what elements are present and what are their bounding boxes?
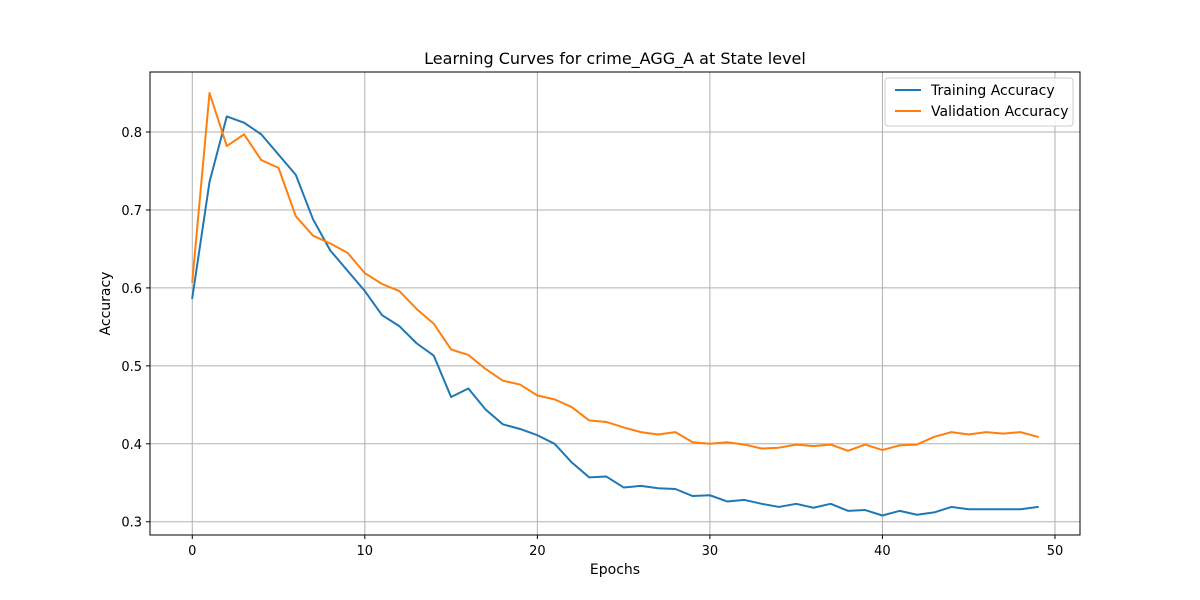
legend-label-training: Training Accuracy [930, 83, 1055, 99]
x-axis: 0 10 20 30 40 50 [188, 535, 1063, 559]
y-tick-label: 0.7 [121, 204, 142, 219]
x-tick-label: 20 [529, 544, 546, 559]
x-tick-label: 10 [357, 544, 374, 559]
y-tick-label: 0.6 [121, 282, 142, 297]
series-line-validation-accuracy [191, 92, 1039, 452]
y-axis: 0.3 0.4 0.5 0.6 0.7 0.8 [121, 126, 150, 531]
y-axis-label: Accuracy [98, 272, 114, 336]
y-tick-label: 0.3 [121, 516, 142, 531]
y-tick-label: 0.4 [121, 438, 142, 453]
grid-lines [150, 72, 1080, 535]
series-line-training-accuracy [191, 115, 1039, 517]
y-tick-label: 0.5 [121, 360, 142, 375]
series-layer [191, 92, 1039, 517]
chart-title: Learning Curves for crime_AGG_A at State… [424, 49, 806, 69]
y-tick-label: 0.8 [121, 126, 142, 141]
x-axis-label: Epochs [590, 562, 640, 578]
x-tick-label: 50 [1047, 544, 1064, 559]
legend: Training Accuracy Validation Accuracy [884, 77, 1074, 127]
x-tick-label: 30 [702, 544, 719, 559]
x-tick-label: 40 [874, 544, 891, 559]
legend-box [884, 77, 1074, 127]
plot-frame [149, 71, 1081, 536]
x-tick-label: 0 [188, 544, 196, 559]
legend-label-validation: Validation Accuracy [931, 104, 1069, 120]
